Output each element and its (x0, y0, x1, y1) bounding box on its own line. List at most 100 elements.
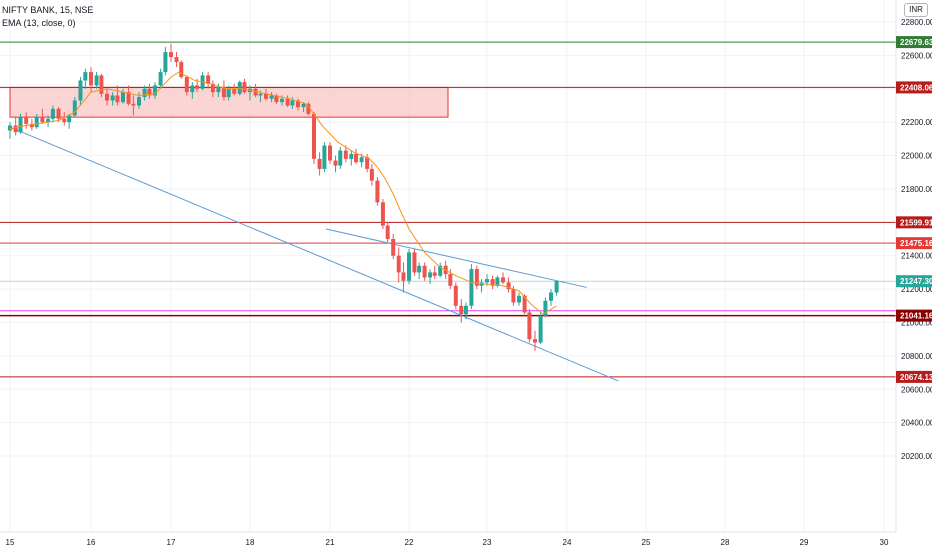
candle-down (369, 168, 374, 181)
price-tick-label: 22600.00 (901, 51, 932, 60)
ema-layer (9, 71, 557, 315)
candle-down (232, 88, 237, 94)
candle-up (50, 108, 55, 119)
ema-line (9, 71, 557, 315)
candle-up (110, 95, 115, 101)
candle-down (264, 93, 268, 99)
candle-down (147, 88, 152, 96)
candle-down (242, 82, 247, 93)
candle-down (422, 265, 427, 278)
ema-legend[interactable]: EMA (13, close, 0) (2, 18, 76, 28)
candle-down (432, 272, 437, 276)
candle-down (401, 272, 406, 281)
candle-up (407, 252, 411, 281)
price-tick-label: 20600.00 (901, 385, 932, 394)
candle-up (463, 305, 468, 315)
candle-down (115, 95, 120, 103)
candle-down (210, 83, 215, 93)
candle-up (338, 150, 343, 166)
candle-up (121, 92, 125, 103)
time-tick-label: 30 (880, 538, 889, 547)
candle-down (184, 77, 189, 93)
candle-down (412, 252, 417, 273)
candle-up (517, 295, 521, 303)
level-22408-label: 22408.06 (900, 83, 932, 92)
candle-down (221, 87, 226, 98)
candle-down (174, 57, 179, 63)
candle-down (131, 103, 136, 106)
candle-down (385, 225, 390, 240)
lower-channel-line (9, 126, 619, 382)
time-tick-label: 24 (563, 538, 572, 547)
candle-down (375, 180, 380, 203)
candle-up (67, 115, 72, 123)
candle-up (46, 118, 51, 123)
level-21599-label: 21599.91 (900, 218, 932, 227)
level-21475-label: 21475.16 (900, 239, 932, 248)
grid (0, 0, 896, 532)
price-tick-label: 21800.00 (901, 185, 932, 194)
candle-down (105, 93, 109, 101)
candle-down (533, 339, 537, 343)
candle-up (153, 85, 157, 96)
candle-up (34, 117, 39, 128)
symbol-title[interactable]: NIFTY BANK, 15, NSE (2, 5, 94, 15)
candle-down (365, 157, 370, 169)
candle-up (142, 88, 147, 98)
candle-up (83, 72, 88, 81)
candle-down (296, 100, 300, 108)
candle-down (459, 305, 464, 315)
level-20674-label-bg (896, 370, 932, 383)
candle-down (126, 92, 131, 104)
candle-down (29, 123, 34, 128)
candle-up (359, 157, 364, 163)
currency-badge[interactable]: INR (904, 3, 928, 17)
level-22679-label-bg (896, 36, 932, 49)
legend: NIFTY BANK, 15, NSE EMA (13, close, 0) (2, 4, 93, 30)
candle-up (8, 125, 12, 131)
candle-down (62, 118, 67, 123)
candle-up (301, 103, 306, 108)
last-price-label: 21247.30 (900, 277, 932, 286)
last-price-label-bg (896, 275, 932, 288)
candle-up (72, 100, 77, 116)
price-tick-label: 21200.00 (901, 285, 932, 294)
candle-down (328, 145, 332, 161)
candle-up (78, 80, 83, 101)
candle-up (258, 93, 263, 96)
upper-channel-line (325, 228, 587, 288)
level-22679-label: 22679.63 (900, 38, 932, 47)
candle-up (322, 145, 327, 169)
price-tick-label: 20200.00 (901, 452, 932, 461)
candle-down (448, 274, 453, 286)
candle-down (453, 285, 458, 306)
level-20674-label: 20674.13 (900, 373, 932, 382)
candle-up (190, 85, 195, 93)
candle-down (89, 72, 93, 86)
candle-up (428, 272, 433, 278)
time-tick-label: 15 (6, 538, 15, 547)
candle-up (495, 277, 500, 286)
candle-up (349, 153, 354, 159)
candle-down (206, 75, 211, 84)
level-21041-label-bg (896, 309, 932, 322)
candle-down (317, 158, 322, 169)
candle-up (18, 117, 23, 133)
candle-down (169, 52, 173, 58)
candle-down (56, 108, 61, 119)
candle-down (490, 279, 495, 286)
time-tick-label: 17 (167, 538, 176, 547)
level-22408-label-bg (896, 81, 932, 94)
candle-down (40, 117, 45, 123)
candle-up (479, 282, 484, 286)
price-axis: 20200.00 20400.00 20600.00 20800.00 21000.00… (895, 0, 932, 550)
time-tick-label: 25 (642, 538, 651, 547)
candle-down (253, 88, 258, 96)
candle-down (312, 113, 316, 159)
candle-up (237, 82, 242, 94)
candle-up (554, 281, 559, 293)
candle-down (396, 255, 401, 273)
price-tick-label: 22800.00 (901, 18, 932, 27)
